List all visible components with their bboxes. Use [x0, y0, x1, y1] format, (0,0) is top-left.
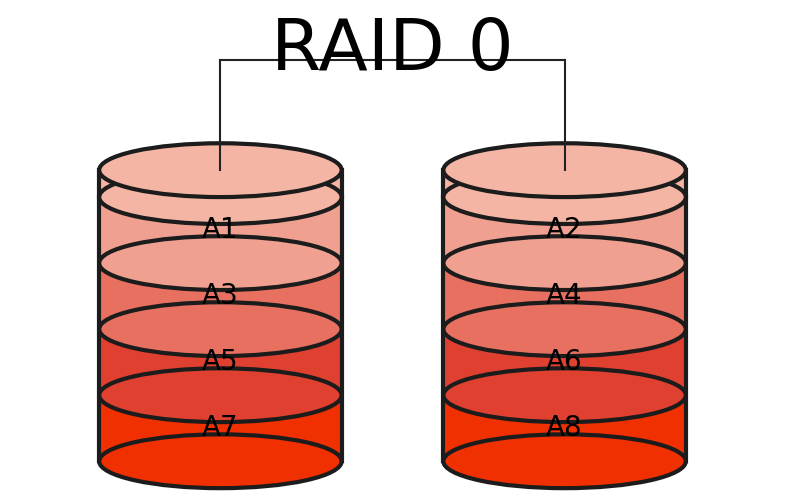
- Text: A3: A3: [202, 282, 239, 310]
- Ellipse shape: [99, 236, 341, 290]
- Text: A8: A8: [546, 414, 583, 442]
- Bar: [99, 329, 341, 395]
- Ellipse shape: [444, 170, 686, 224]
- Text: A1: A1: [202, 216, 239, 244]
- Bar: [99, 263, 341, 329]
- Bar: [99, 395, 341, 461]
- Text: A2: A2: [546, 216, 583, 244]
- Text: A7: A7: [202, 414, 239, 442]
- Text: RAID 0: RAID 0: [271, 16, 514, 85]
- Bar: [444, 197, 686, 461]
- Bar: [99, 197, 341, 263]
- Text: A6: A6: [546, 348, 583, 376]
- Bar: [444, 197, 686, 263]
- Bar: [444, 170, 686, 197]
- Ellipse shape: [444, 434, 686, 488]
- Ellipse shape: [99, 369, 341, 422]
- Bar: [99, 170, 341, 197]
- Bar: [99, 197, 341, 461]
- Ellipse shape: [99, 143, 341, 197]
- Bar: [444, 395, 686, 461]
- Text: A5: A5: [202, 348, 239, 376]
- Text: A4: A4: [546, 282, 583, 310]
- Ellipse shape: [444, 236, 686, 290]
- Ellipse shape: [444, 143, 686, 197]
- Ellipse shape: [444, 369, 686, 422]
- Ellipse shape: [99, 434, 341, 488]
- Ellipse shape: [444, 302, 686, 356]
- Ellipse shape: [99, 170, 341, 224]
- Ellipse shape: [99, 302, 341, 356]
- Bar: [444, 263, 686, 329]
- Bar: [444, 329, 686, 395]
